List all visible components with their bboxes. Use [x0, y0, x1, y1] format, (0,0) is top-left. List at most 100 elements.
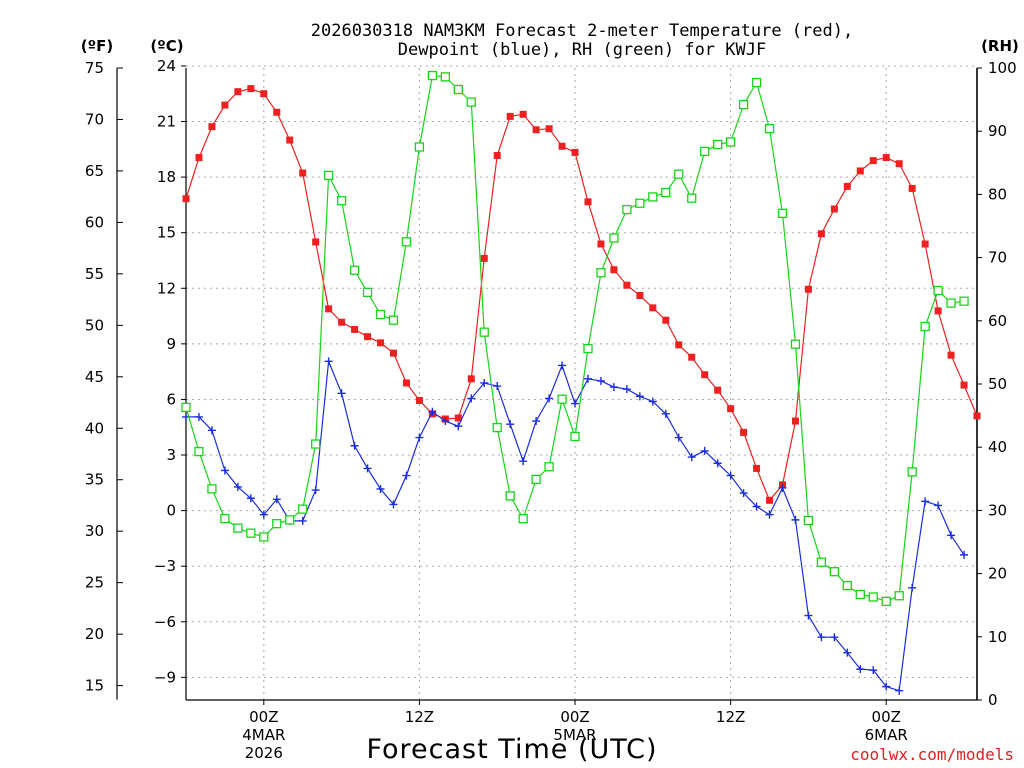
rh-tick-label: 80: [988, 185, 1007, 203]
dewpoint-point: [934, 501, 943, 510]
temperature-point: [415, 396, 423, 404]
temperature-line: [185, 87, 978, 502]
rh-point: [349, 265, 360, 275]
dewpoint-point: [441, 417, 450, 426]
x-tick-label: 12Z: [405, 708, 434, 726]
fahrenheit-tick-label: 55: [85, 265, 104, 283]
dewpoint-point: [713, 459, 722, 468]
rh-point: [233, 523, 243, 533]
temperature-point: [649, 304, 657, 312]
temperature-point: [817, 230, 825, 238]
rh-point: [272, 519, 282, 529]
dewpoint-point: [895, 686, 904, 695]
dewpoint-point: [467, 394, 476, 403]
fahrenheit-tick-label: 25: [85, 574, 104, 592]
rh-tick-label: 50: [988, 375, 1007, 393]
dewpoint-point: [765, 510, 774, 519]
dewpoint-point: [687, 453, 696, 462]
dewpoint-point: [947, 531, 956, 540]
rh-point: [298, 504, 308, 514]
dewpoint-point: [415, 433, 424, 442]
temperature-series: [182, 85, 981, 504]
dewpoint-point: [739, 489, 748, 498]
temperature-point: [208, 123, 216, 131]
temperature-point: [727, 405, 735, 413]
temperature-point: [766, 496, 774, 504]
rh-point: [181, 402, 191, 413]
rh-point: [674, 169, 684, 179]
rh-point: [868, 592, 878, 602]
x-tick-label: 12Z: [716, 708, 745, 726]
temperature-point: [506, 112, 514, 120]
temperature-point: [325, 305, 333, 313]
dewpoint-point: [791, 515, 800, 524]
temperature-point: [299, 169, 307, 177]
rh-point: [401, 237, 412, 247]
dewpoint-point: [519, 457, 528, 466]
celsius-tick-label: 0: [166, 502, 176, 520]
dewpoint-point: [882, 682, 891, 691]
temperature-point: [454, 414, 462, 422]
temperature-point: [662, 316, 670, 324]
rh-point: [414, 142, 425, 152]
data-series: [181, 70, 981, 695]
dewpoint-point: [428, 407, 437, 416]
dewpoint-point: [700, 446, 709, 455]
dewpoint-point: [635, 392, 644, 401]
rh-point: [285, 515, 295, 525]
temperature-point: [221, 101, 229, 109]
temperature-point: [234, 88, 242, 96]
dewpoint-point: [648, 397, 657, 406]
x-tick-label: 00Z: [560, 708, 589, 726]
dewpoint-point: [363, 464, 372, 473]
x-tick-label: 00Z: [872, 708, 901, 726]
grid-lines: [186, 65, 977, 700]
celsius-tick-label: 21: [157, 113, 176, 131]
rh-point: [311, 439, 321, 449]
temperature-point: [571, 148, 579, 156]
rh-point: [907, 467, 917, 477]
temperature-point: [402, 379, 410, 387]
rh-point: [246, 528, 256, 538]
dewpoint-point: [856, 665, 865, 674]
dewpoint-point: [272, 495, 281, 504]
temperature-point: [973, 412, 981, 420]
rh-point: [816, 557, 827, 567]
dewpoint-point: [921, 497, 930, 506]
rh-point: [492, 422, 502, 433]
celsius-tick-label: 9: [166, 335, 176, 353]
dewpoint-point: [869, 666, 878, 675]
temperature-point: [895, 160, 903, 168]
rh-tick-label: 10: [988, 628, 1007, 646]
fahrenheit-tick-label: 30: [85, 522, 104, 540]
dewpoint-point: [804, 611, 813, 620]
temperature-point: [908, 184, 916, 192]
temperature-point: [467, 375, 475, 383]
rh-unit-label: (RH): [981, 37, 1019, 55]
temperature-point: [182, 195, 190, 203]
celsius-tick-label: 15: [157, 224, 176, 242]
rh-tick-label: 60: [988, 312, 1007, 330]
rh-point: [855, 589, 865, 600]
temperature-point: [753, 464, 761, 472]
temperature-point: [804, 285, 812, 293]
temperature-point: [389, 349, 397, 357]
fahrenheit-tick-label: 15: [85, 677, 104, 695]
temperature-point: [934, 307, 942, 315]
rh-point: [881, 596, 891, 607]
rh-point: [635, 198, 645, 208]
credit-text: coolwx.com/models: [850, 745, 1014, 764]
dewpoint-point: [532, 417, 541, 426]
dewpoint-point: [324, 357, 333, 366]
rh-point: [570, 431, 580, 442]
temperature-point: [843, 182, 851, 190]
temperature-point: [947, 351, 955, 359]
celsius-tick-label: −9: [154, 668, 176, 686]
rh-point: [803, 515, 814, 526]
x-axis-label: Forecast Time (UTC): [366, 734, 657, 765]
celsius-tick-label: 18: [157, 168, 176, 186]
temperature-point: [247, 85, 255, 93]
dewpoint-point: [622, 385, 631, 394]
temperature-point: [273, 108, 281, 116]
